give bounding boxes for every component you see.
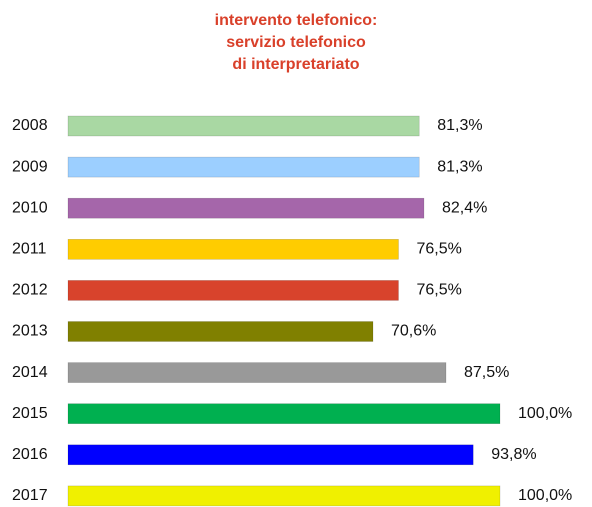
y-tick-label: 2014 xyxy=(12,364,48,381)
value-label: 76,5% xyxy=(416,282,461,299)
bar xyxy=(67,444,474,466)
chart-title: intervento telefonico: xyxy=(215,12,378,29)
value-label: 93,8% xyxy=(491,446,536,463)
y-tick-label: 2013 xyxy=(12,323,48,340)
y-tick-label: 2016 xyxy=(12,446,48,463)
value-label: 81,3% xyxy=(437,158,482,175)
value-label: 82,4% xyxy=(442,199,487,216)
bar xyxy=(67,362,447,383)
bar xyxy=(67,197,425,219)
chart-title: servizio telefonico xyxy=(226,34,366,51)
y-tick-label: 2012 xyxy=(12,282,48,299)
value-label: 76,5% xyxy=(416,241,461,258)
value-label: 87,5% xyxy=(464,364,509,381)
y-tick-label: 2008 xyxy=(12,117,48,134)
y-tick-label: 2009 xyxy=(12,158,48,175)
value-label: 100,0% xyxy=(518,487,572,504)
y-tick-label: 2017 xyxy=(12,487,48,504)
y-tick-label: 2010 xyxy=(12,199,48,216)
chart-title: di interpretariato xyxy=(232,56,359,73)
y-tick-label: 2011 xyxy=(12,241,47,258)
bar xyxy=(67,280,399,301)
value-label: 70,6% xyxy=(391,323,436,340)
bar xyxy=(67,239,399,260)
value-label: 81,3% xyxy=(437,117,482,134)
value-label: 100,0% xyxy=(518,405,572,422)
bar xyxy=(67,403,501,425)
bar xyxy=(67,485,501,507)
y-tick-label: 2015 xyxy=(12,405,48,422)
bar xyxy=(67,115,420,137)
bar xyxy=(67,321,374,342)
bar xyxy=(67,156,420,178)
